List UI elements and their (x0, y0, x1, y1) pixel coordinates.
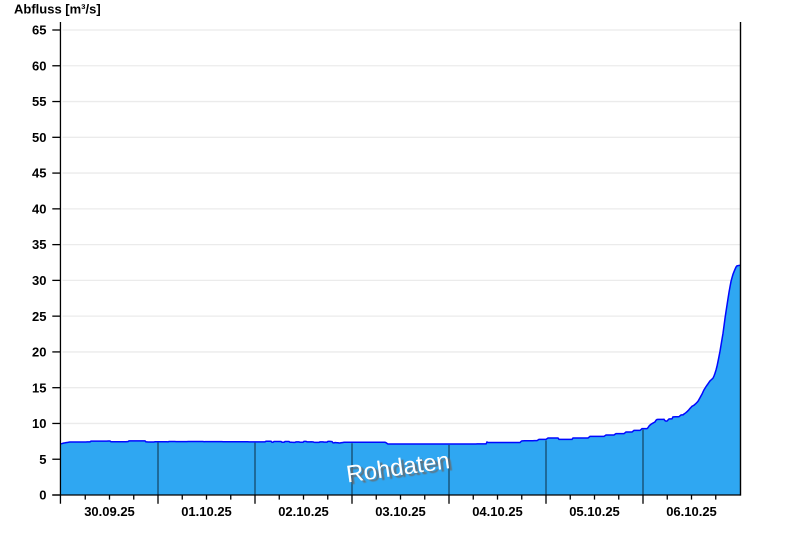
svg-text:20: 20 (32, 345, 46, 360)
svg-text:25: 25 (32, 309, 46, 324)
svg-text:30.09.25: 30.09.25 (84, 504, 135, 519)
svg-text:50: 50 (32, 130, 46, 145)
svg-text:35: 35 (32, 237, 46, 252)
svg-text:15: 15 (32, 380, 46, 395)
svg-text:01.10.25: 01.10.25 (181, 504, 232, 519)
svg-text:05.10.25: 05.10.25 (569, 504, 620, 519)
svg-text:04.10.25: 04.10.25 (472, 504, 523, 519)
svg-text:30: 30 (32, 273, 46, 288)
svg-text:10: 10 (32, 416, 46, 431)
svg-text:55: 55 (32, 94, 46, 109)
svg-text:06.10.25: 06.10.25 (666, 504, 717, 519)
svg-text:60: 60 (32, 58, 46, 73)
svg-text:03.10.25: 03.10.25 (375, 504, 426, 519)
svg-text:45: 45 (32, 166, 46, 181)
svg-text:Abfluss [m³/s]: Abfluss [m³/s] (14, 2, 101, 17)
svg-text:5: 5 (39, 452, 46, 467)
svg-text:40: 40 (32, 201, 46, 216)
svg-text:65: 65 (32, 23, 46, 38)
svg-text:02.10.25: 02.10.25 (278, 504, 329, 519)
svg-text:0: 0 (39, 488, 46, 503)
